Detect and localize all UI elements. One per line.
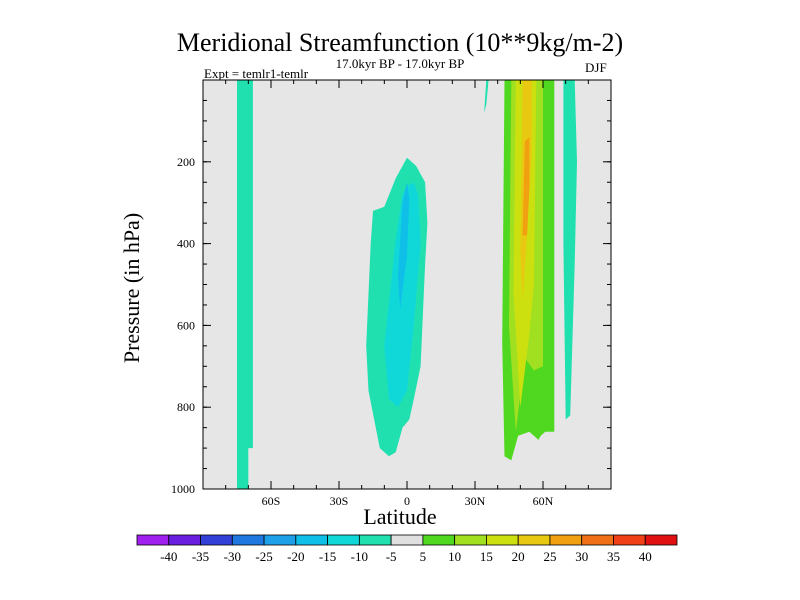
colorbar-label: -30: [224, 549, 241, 564]
colorbar-box: [263, 534, 297, 546]
colorbar-box: [295, 534, 328, 546]
y-tick-label: 400: [177, 237, 195, 251]
colorbar-box: [136, 534, 170, 546]
colorbar-label: -25: [255, 549, 272, 564]
colorbar-label: 15: [480, 549, 493, 564]
contour-north-polar-cell: [563, 80, 577, 420]
contour-south-polar-cell: [237, 80, 253, 489]
contour-tropical-cell-core: [397, 182, 410, 309]
contour-north-jet-center: [522, 137, 530, 236]
colorbar-box: [549, 534, 583, 546]
x-axis-label: Latitude: [363, 504, 437, 529]
colorbar-label: -10: [351, 549, 368, 564]
colorbar-box: [581, 534, 614, 546]
colorbar-box: [358, 534, 392, 546]
y-tick-label: 1000: [171, 482, 195, 496]
chart-subtitle: 17.0kyr BP - 17.0kyr BP: [335, 56, 465, 71]
colorbar-box: [644, 534, 678, 546]
colorbar-label: 10: [448, 549, 461, 564]
season-label: DJF: [585, 60, 607, 75]
contour-tropical-cell-mid: [384, 182, 421, 408]
x-tick-label: 30N: [465, 494, 486, 508]
experiment-label: Expt = temlr1-temlr: [204, 66, 309, 81]
colorbar-box: [168, 534, 201, 546]
colorbar-box: [231, 534, 265, 546]
colorbar-box: [517, 534, 551, 546]
colorbar-label: 20: [512, 549, 525, 564]
y-tick-label: 800: [177, 400, 195, 414]
colorbar-label: -15: [319, 549, 336, 564]
contour-north-trace-cell: [484, 80, 489, 113]
colorbar-box: [327, 534, 360, 546]
colorbar-label: 30: [575, 549, 588, 564]
x-tick-label: 0: [404, 494, 410, 508]
colorbar-box: [454, 534, 487, 546]
colorbar-label: -40: [160, 549, 177, 564]
colorbar-box: [422, 534, 456, 546]
y-tick-label: 200: [177, 155, 195, 169]
x-tick-label: 30S: [330, 494, 349, 508]
colorbar-label: 25: [543, 549, 556, 564]
x-tick-label: 60S: [262, 494, 281, 508]
colorbar-box: [486, 534, 519, 546]
chart-title: Meridional Streamfunction (10**9kg/m-2): [176, 28, 624, 57]
colorbar-box: [613, 534, 646, 546]
x-tick-label: 60N: [533, 494, 554, 508]
colorbar-label: -35: [192, 549, 209, 564]
colorbar-label: 5: [420, 549, 427, 564]
colorbar-box: [200, 534, 233, 546]
y-tick-label: 600: [177, 318, 195, 332]
colorbar-label: 35: [607, 549, 620, 564]
colorbar-box: [390, 534, 424, 546]
colorbar-label: -5: [386, 549, 397, 564]
colorbar-label: -20: [287, 549, 304, 564]
colorbar-label: 40: [639, 549, 652, 564]
